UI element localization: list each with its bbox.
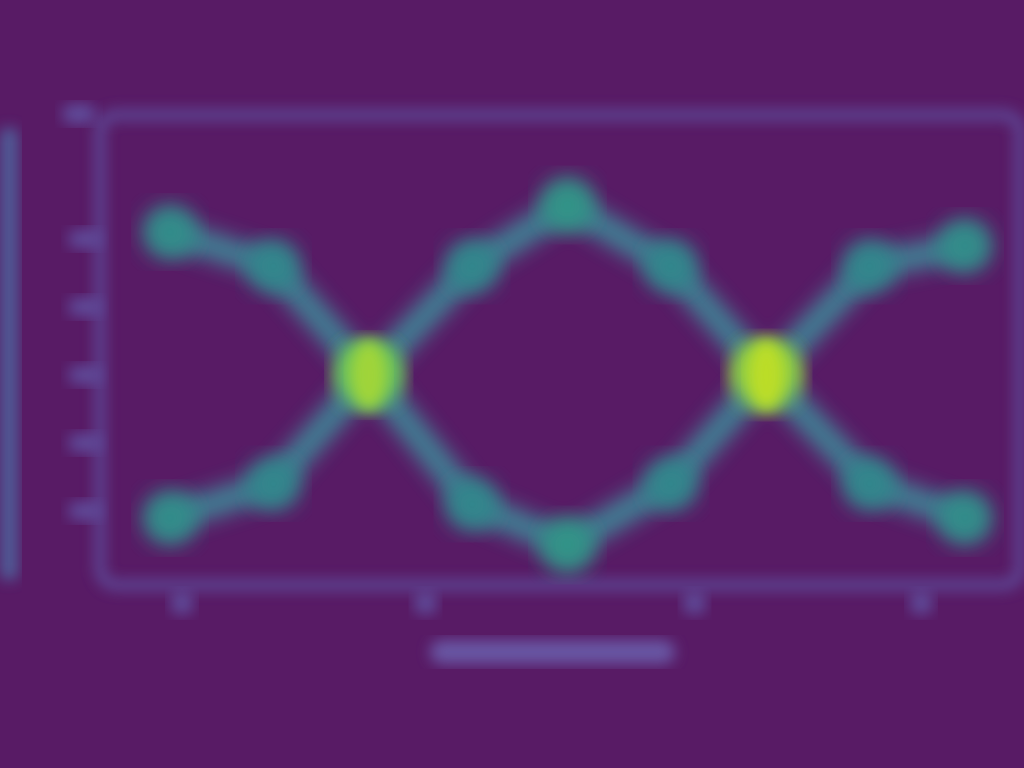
series-point [444,476,500,532]
series-point [643,456,699,512]
x-tick [170,591,194,615]
series-point [842,456,897,512]
series-point [539,176,596,234]
y-tick [68,297,102,317]
y-tick [68,501,102,521]
y-tick [68,433,102,453]
x-tick [682,591,707,615]
plot-frame [0,104,1024,590]
x-tick [909,591,934,615]
top-left-cap [62,104,96,124]
series-point [142,490,198,546]
series-point [246,456,301,512]
series-point [937,490,993,546]
series-point [246,238,301,294]
series-point [539,516,596,574]
x-axis-label-blur [430,640,675,664]
left-colorbar-strip [0,128,18,580]
x-tick [413,591,438,615]
intersection-hotspot [748,341,785,409]
heat-traces [142,176,993,574]
axis-labels [430,640,675,664]
series-point [937,218,993,274]
series-point [142,204,198,260]
series-point [842,238,897,294]
series-point [643,238,699,294]
y-tick [68,365,102,385]
axes [68,229,934,615]
series-point [444,238,500,294]
frame-border [95,110,1024,590]
intersection-hotspot [350,341,387,409]
y-tick [68,229,102,249]
